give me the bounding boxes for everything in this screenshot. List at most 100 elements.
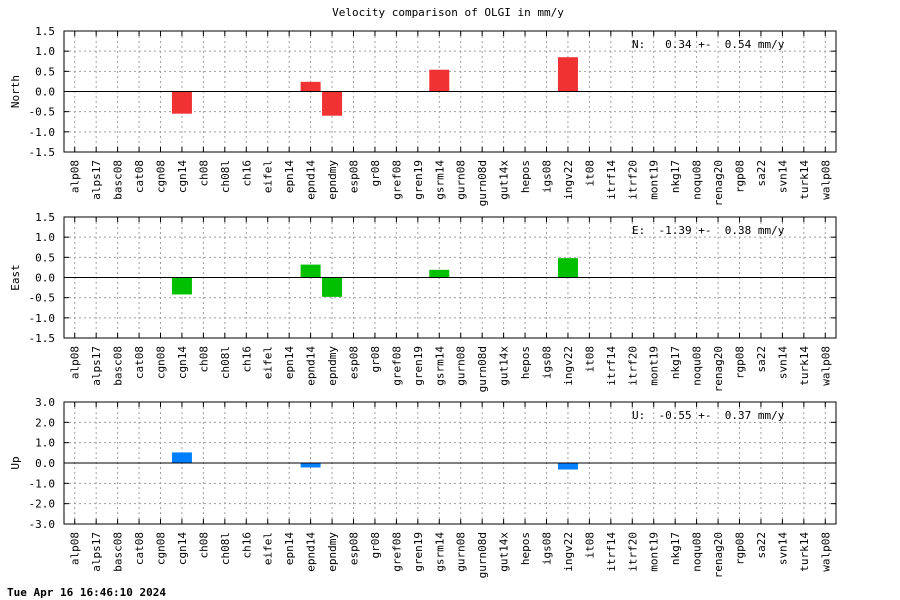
xtick-label: cat08: [133, 160, 146, 193]
panel-north: -1.5 -1.0 -0.5 0.0 0.5 1.0 1.5 alp08 alps17 basc0…: [9, 25, 837, 206]
xtick-label: gut14x: [498, 346, 511, 386]
xtick-label: gr08: [369, 532, 382, 559]
xtick-label: rgp08: [734, 532, 747, 565]
bar-epndmy: [322, 91, 343, 116]
xtick-label: gurn08d: [476, 160, 489, 206]
xtick-label: epn14: [283, 160, 296, 193]
xtick-label: mont19: [648, 346, 661, 386]
xtick-label: ch16: [240, 160, 253, 187]
xtick-label: cgn14: [176, 346, 189, 379]
xtick-label: eifel: [262, 532, 275, 565]
xtick-label: epn14: [283, 346, 296, 379]
xtick-label: renag20: [712, 160, 725, 206]
xtick-label: gren19: [412, 160, 425, 200]
xtick-label: svn14: [776, 532, 789, 565]
xtick-label: ch08l: [219, 532, 232, 565]
xtick-label: itrf14: [605, 346, 618, 386]
xtick-label: alp08: [69, 346, 82, 379]
bar-ingv22: [557, 57, 578, 92]
xtick-label: ch08: [197, 346, 210, 373]
bar-epnd14: [300, 463, 321, 468]
bar-cgn14: [171, 91, 192, 114]
xtick-label: ch16: [240, 532, 253, 559]
xtick-label: mont19: [648, 160, 661, 200]
xtick-label: gsrm14: [433, 532, 446, 572]
xtick-label: cgn14: [176, 160, 189, 193]
bar-cgn14: [171, 277, 192, 295]
ytick-label: 0.0: [35, 86, 55, 99]
xtick-label: gren19: [412, 346, 425, 386]
ytick-label: 0.5: [35, 65, 55, 78]
y-axis-label: North: [9, 75, 22, 108]
xtick-label: gsrm14: [433, 346, 446, 386]
xtick-label: noqu08: [691, 532, 704, 572]
xtick-label: walp08: [819, 532, 832, 572]
xtick-label: igs08: [541, 346, 554, 379]
xtick-label: turk14: [798, 160, 811, 200]
xtick-label: ch08l: [219, 346, 232, 379]
xtick-label: gref08: [390, 160, 403, 200]
xtick-label: gut14x: [498, 160, 511, 200]
xtick-label: ingv22: [562, 160, 575, 200]
xtick-label: epn14: [283, 532, 296, 565]
ytick-label: 2.0: [35, 416, 55, 429]
xtick-label: it08: [583, 160, 596, 187]
bar-gsrm14: [429, 69, 450, 92]
xtick-label: alps17: [90, 532, 103, 572]
xtick-label: itrf14: [605, 160, 618, 200]
panel-up: -3.0 -2.0 -1.0 0.0 1.0 2.0 3.0 alp08 alps17 basc0…: [9, 396, 837, 578]
xtick-label: nkg17: [669, 532, 682, 565]
xtick-label: it08: [583, 532, 596, 559]
xtick-label: epnd14: [305, 160, 318, 200]
xtick-label: esp08: [348, 160, 361, 193]
xtick-label: nkg17: [669, 160, 682, 193]
xtick-label: turk14: [798, 346, 811, 386]
xtick-label: alps17: [90, 160, 103, 200]
xtick-label: igs08: [541, 160, 554, 193]
xtick-label: gref08: [390, 532, 403, 572]
xtick-label: epndmy: [326, 532, 339, 572]
xtick-label: cat08: [133, 346, 146, 379]
plot-frame: [63, 216, 837, 339]
xtick-label: gurn08d: [476, 532, 489, 578]
bar-ingv22: [557, 258, 578, 278]
ytick-label: 0.0: [35, 457, 55, 470]
xtick-label: itrf20: [626, 160, 639, 200]
xtick-label: sa22: [755, 346, 768, 373]
xtick-label: alp08: [69, 532, 82, 565]
xtick-label: svn14: [776, 160, 789, 193]
y-axis-label: East: [9, 264, 22, 291]
ytick-label: -1.0: [29, 477, 56, 490]
xtick-label: igs08: [541, 532, 554, 565]
xtick-label: alp08: [69, 160, 82, 193]
xtick-label: rgp08: [734, 346, 747, 379]
xtick-label: cgn14: [176, 532, 189, 565]
ytick-label: -1.0: [29, 126, 56, 139]
plot-frame: [63, 401, 837, 525]
ytick-label: 3.0: [35, 396, 55, 409]
xtick-label: gurn08: [455, 160, 468, 200]
xtick-label: basc08: [112, 346, 125, 386]
ytick-label: -0.5: [29, 106, 56, 119]
ytick-label: 1.0: [35, 231, 55, 244]
xtick-label: svn14: [776, 346, 789, 379]
xtick-label: cgn08: [155, 346, 168, 379]
xtick-label: gr08: [369, 160, 382, 187]
xtick-label: noqu08: [691, 346, 704, 386]
xtick-label: gref08: [390, 346, 403, 386]
xtick-label: gut14x: [498, 532, 511, 572]
chart-title: Velocity comparison of OLGI in mm/y: [332, 6, 564, 19]
xtick-label: noqu08: [691, 160, 704, 200]
xtick-label: walp08: [819, 160, 832, 200]
panel-east: -1.5 -1.0 -0.5 0.0 0.5 1.0 1.5 alp08 alps17 basc0…: [9, 211, 837, 392]
bar-epnd14: [300, 264, 321, 278]
xtick-label: hepos: [519, 532, 532, 565]
ytick-label: -2.0: [29, 498, 56, 511]
xtick-label: gsrm14: [433, 160, 446, 200]
xtick-label: sa22: [755, 160, 768, 187]
xtick-label: epndmy: [326, 160, 339, 200]
xtick-label: ingv22: [562, 532, 575, 572]
xtick-label: renag20: [712, 532, 725, 578]
ytick-label: 0.5: [35, 251, 55, 264]
ytick-label: -1.0: [29, 312, 56, 325]
